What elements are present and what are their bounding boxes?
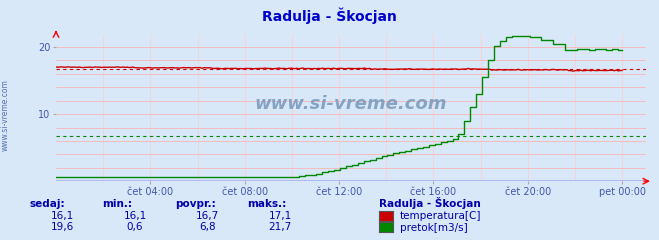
Text: povpr.:: povpr.:: [175, 199, 215, 209]
Text: maks.:: maks.:: [247, 199, 287, 209]
Text: 19,6: 19,6: [51, 222, 74, 232]
Text: 16,7: 16,7: [196, 211, 219, 221]
Text: temperatura[C]: temperatura[C]: [400, 211, 482, 222]
Text: sedaj:: sedaj:: [30, 199, 65, 209]
Text: Radulja - Škocjan: Radulja - Škocjan: [262, 7, 397, 24]
Text: Radulja - Škocjan: Radulja - Škocjan: [379, 197, 480, 209]
Text: 0,6: 0,6: [127, 222, 144, 232]
Text: 16,1: 16,1: [123, 211, 147, 221]
Text: www.si-vreme.com: www.si-vreme.com: [1, 79, 10, 151]
Text: pretok[m3/s]: pretok[m3/s]: [400, 222, 468, 233]
Text: 17,1: 17,1: [268, 211, 292, 221]
Text: min.:: min.:: [102, 199, 132, 209]
Text: 16,1: 16,1: [51, 211, 74, 221]
Text: 21,7: 21,7: [268, 222, 292, 232]
Text: www.si-vreme.com: www.si-vreme.com: [254, 96, 447, 114]
Text: 6,8: 6,8: [199, 222, 216, 232]
